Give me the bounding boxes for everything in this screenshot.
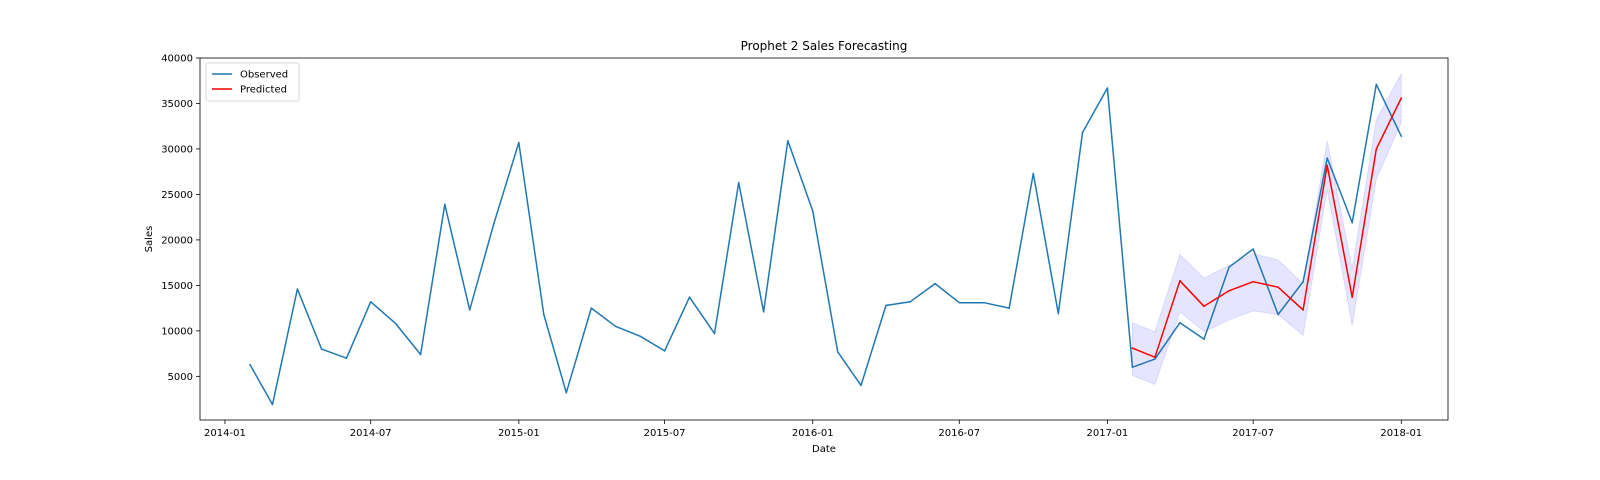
data-point-observed (1179, 321, 1181, 324)
data-point-observed (983, 301, 985, 304)
data-point-observed (1252, 248, 1254, 250)
data-point-observed (345, 357, 348, 360)
data-point-observed (249, 363, 251, 366)
data-point-observed (860, 384, 862, 387)
series-line-observed (249, 83, 1402, 406)
x-axis: 2014-01 2014-07 2015-01 2015-07 2016-01 2016-… (204, 420, 1422, 439)
data-point-observed (419, 353, 422, 356)
data-point-observed (394, 322, 397, 325)
data-point-observed (663, 350, 666, 352)
data-point-predicted (1277, 286, 1279, 289)
data-point-observed (1154, 358, 1156, 360)
x-tick-label: 2016-07 (938, 428, 980, 439)
y-axis: 5000 10000 15000 20000 25000 30000 35000 40000 (161, 54, 200, 383)
data-point-predicted (1228, 290, 1230, 292)
data-point-observed (1106, 87, 1109, 89)
x-tick-label: 2016-01 (792, 428, 834, 439)
legend-label-predicted: Predicted (240, 85, 287, 96)
confidence-band-predicted (1131, 73, 1402, 386)
data-point-observed (713, 332, 716, 335)
x-tick-label: 2015-07 (644, 428, 686, 439)
legend: Observed Predicted (205, 62, 300, 102)
data-point-observed (614, 325, 617, 328)
data-point-observed (688, 296, 691, 299)
y-tick-label: 30000 (161, 144, 193, 155)
x-tick-label: 2014-01 (204, 428, 246, 439)
data-point-observed (369, 301, 372, 303)
data-point-observed (444, 203, 446, 206)
data-point-observed (1057, 312, 1060, 315)
data-point-predicted (1179, 280, 1181, 282)
y-tick-label: 20000 (161, 235, 193, 246)
data-point-observed (1228, 266, 1230, 269)
series-line-predicted (1132, 97, 1402, 358)
data-point-predicted (1351, 296, 1353, 299)
data-point-observed (885, 304, 887, 307)
data-point-observed (1203, 338, 1205, 340)
x-tick-label: 2014-07 (350, 428, 392, 439)
y-tick-label: 25000 (161, 190, 193, 201)
data-point-observed (320, 348, 323, 350)
data-point-observed (296, 288, 299, 290)
data-point-observed (836, 351, 839, 353)
data-point-observed (762, 311, 765, 313)
series-lines (249, 83, 1403, 406)
data-point-observed (271, 403, 274, 406)
data-point-observed (590, 307, 593, 309)
data-point-observed (958, 301, 961, 304)
data-point-predicted (1131, 347, 1134, 349)
data-point-observed (909, 301, 911, 303)
y-axis-title: Sales (144, 226, 155, 253)
data-point-observed (1302, 280, 1304, 283)
y-tick-label: 10000 (161, 326, 193, 337)
x-axis-title: Date (812, 444, 836, 455)
data-point-observed (737, 181, 740, 184)
data-point-observed (468, 309, 471, 311)
data-point-observed (787, 140, 789, 142)
legend-label-observed: Observed (240, 70, 288, 81)
plot-frame (199, 57, 1449, 421)
data-point-predicted (1252, 280, 1254, 283)
y-tick-label: 40000 (161, 54, 193, 65)
x-tick-label: 2017-07 (1232, 428, 1274, 439)
data-point-observed (1351, 221, 1353, 224)
data-point-observed (1081, 131, 1084, 134)
data-point-observed (543, 313, 545, 316)
data-point-observed (493, 222, 495, 225)
confidence-bands (1131, 73, 1402, 386)
data-point-predicted (1154, 356, 1156, 359)
x-tick-label: 2018-01 (1380, 428, 1422, 439)
data-point-observed (1375, 83, 1378, 86)
data-point-observed (1008, 307, 1010, 309)
y-tick-label: 5000 (168, 372, 193, 383)
chart-title: Prophet 2 Sales Forecasting (741, 39, 908, 53)
data-point-observed (1032, 172, 1035, 175)
data-point-predicted (1375, 148, 1378, 150)
data-point-observed (639, 335, 642, 338)
data-point-observed (1326, 157, 1328, 159)
y-tick-label: 15000 (161, 281, 193, 292)
x-tick-label: 2015-01 (498, 428, 540, 439)
x-tick-label: 2017-01 (1087, 428, 1129, 439)
data-point-observed (518, 141, 520, 144)
data-point-predicted (1302, 309, 1304, 311)
data-point-predicted (1400, 97, 1403, 99)
data-point-predicted (1326, 164, 1328, 167)
data-point-observed (1131, 366, 1134, 369)
data-point-observed (1277, 313, 1279, 316)
y-tick-label: 35000 (161, 99, 193, 110)
legend-box (205, 62, 300, 102)
data-point-observed (565, 391, 568, 394)
data-point-observed (811, 210, 814, 212)
data-point-observed (934, 282, 936, 285)
data-point-predicted (1203, 305, 1205, 308)
data-point-observed (1400, 135, 1403, 137)
